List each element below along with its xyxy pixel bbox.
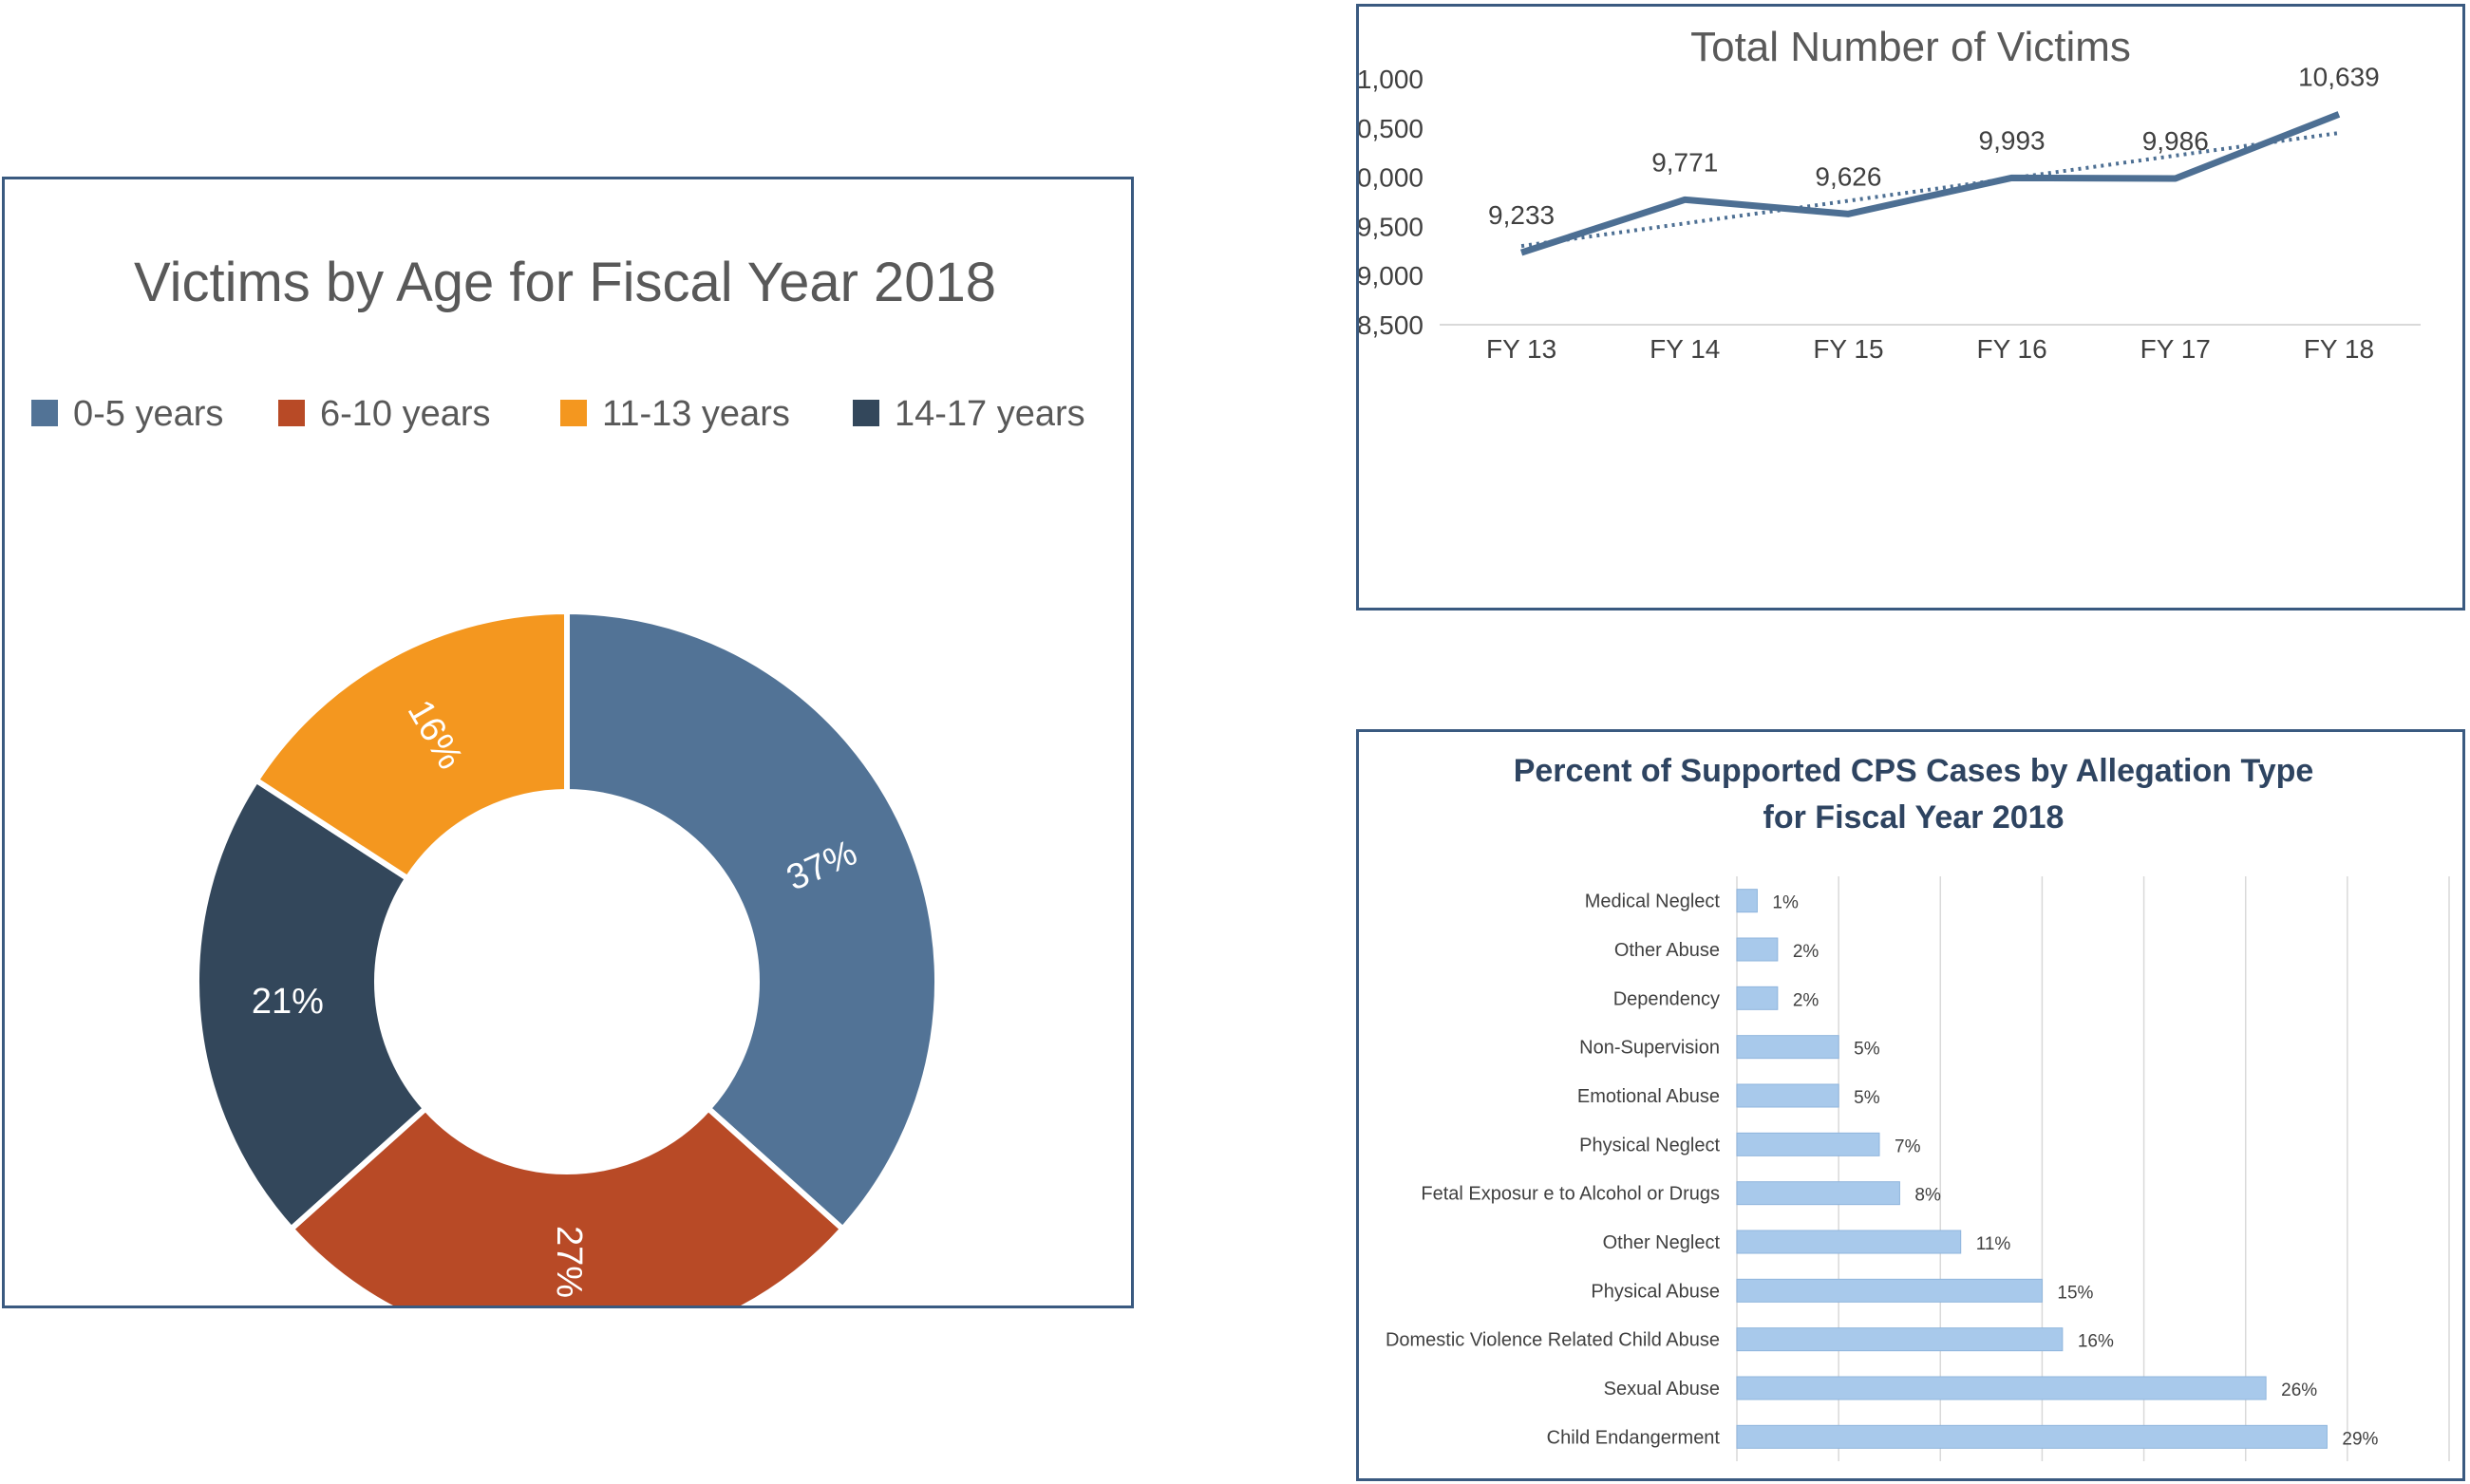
line-x-tick-label: FY 14 [1650, 334, 1720, 364]
line-title: Total Number of Victims [1690, 24, 2131, 70]
donut-title: Victims by Age for Fiscal Year 2018 [134, 252, 996, 313]
line-data-label: 9,986 [2142, 126, 2209, 156]
age-donut-chart-panel: Victims by Age for Fiscal Year 2018 0-5 y… [2, 177, 1134, 1308]
bar-data-label: 5% [1854, 1040, 1880, 1060]
legend-swatch [31, 400, 58, 426]
donut-data-label: 21% [252, 982, 324, 1022]
line-y-tick-label: 9,000 [1359, 261, 1424, 291]
line-data-label: 10,639 [2298, 62, 2380, 91]
line-y-tick-label: 10,000 [1359, 163, 1424, 193]
donut-slice [252, 608, 570, 883]
line-y-tick-label: 10,500 [1359, 114, 1424, 143]
bar [1736, 1181, 1900, 1206]
line-data-label: 9,771 [1651, 147, 1718, 177]
victims-line-chart: Total Number of Victims 8,500 9,000 9,500 10… [1359, 24, 2421, 364]
line-x-tick-label: FY 18 [2304, 334, 2374, 364]
bar [1736, 1278, 2043, 1303]
bar-data-label: 16% [2078, 1332, 2114, 1352]
bar-data-label: 15% [2057, 1283, 2093, 1303]
bar-category-label: Domestic Violence Related Child Abuse [1386, 1330, 1720, 1351]
age-donut-chart: Victims by Age for Fiscal Year 2018 0-5 y… [31, 252, 1085, 1306]
trendline [1520, 131, 2340, 249]
bar-category-label: Sexual Abuse [1604, 1379, 1720, 1399]
donut-slice [194, 776, 430, 1233]
bar [1736, 1230, 1962, 1254]
bar-category-label: Other Neglect [1603, 1232, 1721, 1253]
bar-data-label: 7% [1895, 1136, 1921, 1156]
bar-data-label: 2% [1793, 990, 1820, 1010]
bar [1736, 937, 1779, 962]
bar-category-label: Emotional Abuse [1577, 1086, 1720, 1107]
legend-swatch [853, 400, 879, 426]
donut-data-label: 27% [549, 1226, 589, 1298]
legend-label: 0-5 years [73, 394, 223, 434]
victims-line-chart-panel: Total Number of Victims 8,500 9,000 9,500 10… [1356, 4, 2465, 611]
legend-swatch [278, 400, 305, 426]
line-y-tick-label: 8,500 [1359, 310, 1424, 340]
bar-data-label: 5% [1854, 1088, 1880, 1108]
line-x-tick-label: FY 17 [2140, 334, 2211, 364]
bar-category-label: Medical Neglect [1585, 892, 1721, 912]
bar [1736, 1132, 1880, 1156]
line-data-label: 9,993 [1979, 125, 2046, 155]
bar-category-label: Physical Abuse [1591, 1281, 1720, 1302]
bar [1736, 1376, 2267, 1400]
bar-data-label: 26% [2281, 1381, 2317, 1400]
bar-title-line-2: for Fiscal Year 2018 [1763, 799, 2065, 836]
line-data-label: 9,233 [1488, 200, 1555, 230]
line-y-tick-label: 9,500 [1359, 212, 1424, 241]
legend-swatch [560, 400, 587, 426]
bar [1736, 1035, 1839, 1060]
bar-category-label: Dependency [1613, 988, 1720, 1009]
bar-data-label: 1% [1772, 893, 1799, 913]
bar-data-label: 8% [1914, 1186, 1941, 1206]
bar-data-label: 29% [2342, 1429, 2378, 1449]
victims-series-line [1520, 111, 2341, 256]
legend-label: 6-10 years [320, 394, 491, 434]
allegation-bar-chart-panel: Percent of Supported CPS Cases by Allega… [1356, 729, 2465, 1481]
bar [1736, 986, 1779, 1010]
bar [1736, 1424, 2328, 1449]
bar-title-line-1: Percent of Supported CPS Cases by Allega… [1514, 753, 2314, 789]
allegation-bar-chart: Percent of Supported CPS Cases by Allega… [1386, 753, 2450, 1461]
line-x-tick-label: FY 16 [1976, 334, 2046, 364]
bar-category-label: Physical Neglect [1579, 1135, 1720, 1155]
bar-category-label: Other Abuse [1614, 940, 1720, 961]
bar-data-label: 2% [1793, 942, 1820, 962]
bar-category-label: Child Endangerment [1547, 1427, 1721, 1448]
bar [1736, 1083, 1839, 1108]
bar [1736, 889, 1758, 913]
line-x-tick-label: FY 13 [1486, 334, 1556, 364]
donut-slice [564, 608, 940, 1233]
legend-label: 14-17 years [895, 394, 1085, 434]
bar-data-label: 11% [1976, 1234, 2011, 1254]
bar-category-label: Fetal Exposur e to Alcohol or Drugs [1421, 1184, 1720, 1205]
donut-slice [287, 1104, 847, 1306]
legend-label: 11-13 years [602, 394, 790, 434]
bar-category-label: Non-Supervision [1579, 1038, 1720, 1059]
line-data-label: 9,626 [1815, 161, 1881, 191]
bar [1736, 1327, 2064, 1352]
line-x-tick-label: FY 15 [1813, 334, 1883, 364]
line-y-tick-label: 11,000 [1359, 65, 1424, 94]
